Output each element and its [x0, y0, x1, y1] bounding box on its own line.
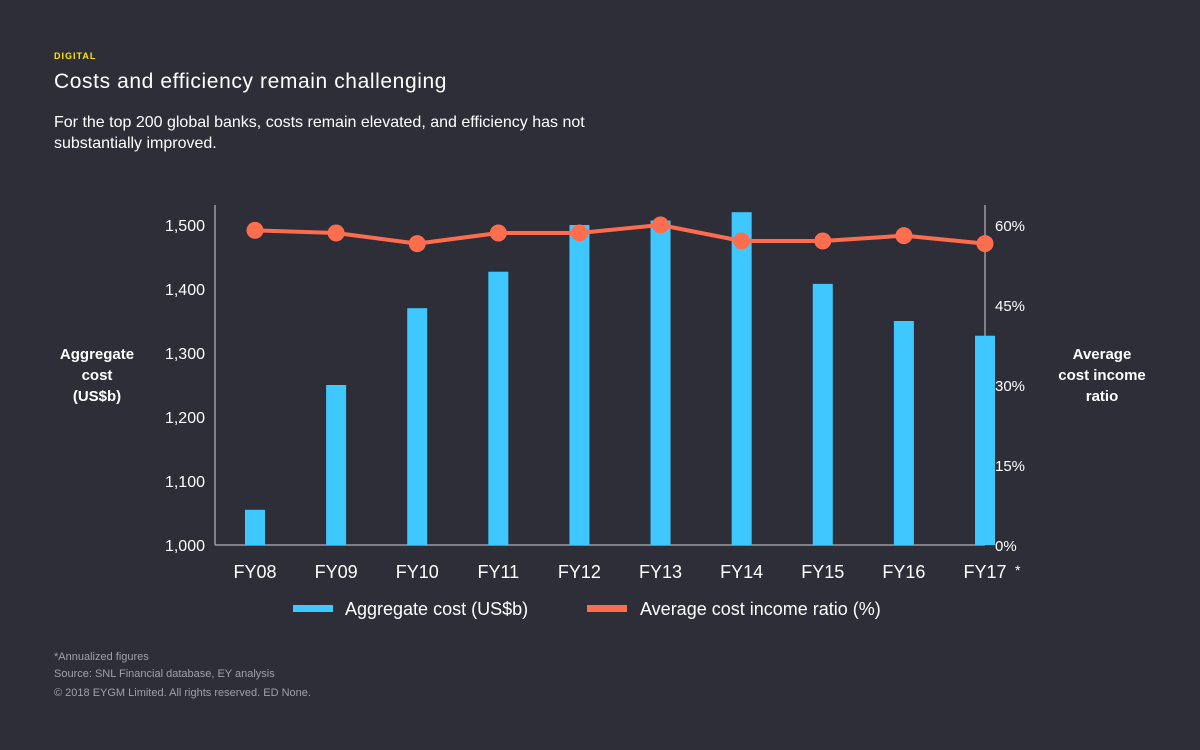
x-tick-label: FY11 — [477, 562, 519, 582]
bar-fy17 — [975, 335, 995, 545]
ratio-point-fy16 — [895, 227, 913, 245]
y-right-tick-label: 60% — [995, 218, 1025, 235]
x-tick-label: FY08 — [233, 562, 276, 582]
ratio-point-fy14 — [733, 232, 751, 250]
bar-fy12 — [569, 225, 590, 545]
x-tick-label: FY13 — [639, 562, 682, 582]
x-tick-label: FY15 — [801, 562, 844, 582]
y-right-tick-label: 15% — [995, 458, 1025, 475]
y-right-tick-label: 30% — [995, 378, 1025, 395]
y-left-tick-label: 1,000 — [165, 538, 205, 555]
ratio-point-fy12 — [570, 224, 588, 242]
y-left-tick-label: 1,200 — [165, 410, 205, 427]
legend-line-swatch — [587, 605, 627, 612]
y-right-tick-label: 0% — [995, 538, 1017, 555]
x-tick-label: FY12 — [558, 562, 601, 582]
ratio-point-fy17 — [976, 235, 994, 253]
x-tick-label: FY17 — [963, 562, 1006, 582]
ratio-point-fy09 — [327, 224, 345, 242]
bar-fy08 — [245, 509, 265, 545]
bar-fy14 — [731, 212, 752, 545]
ratio-line — [254, 223, 986, 246]
bar-fy15 — [812, 283, 833, 545]
legend-bar-swatch — [293, 605, 333, 612]
y-left-axis-title: (US$b) — [73, 388, 121, 405]
y-left-axis-title: Aggregate — [60, 346, 134, 363]
x-tick-suffix: * — [1015, 562, 1021, 578]
ratio-point-fy10 — [408, 235, 426, 253]
y-left-tick-label: 1,500 — [165, 218, 205, 235]
legend-bar-label: Aggregate cost (US$b) — [345, 599, 528, 619]
bar-fy13 — [650, 220, 671, 545]
y-left-tick-label: 1,100 — [165, 474, 205, 491]
section-eyebrow: DIGITAL — [54, 51, 97, 61]
ratio-point-fy11 — [489, 224, 507, 242]
bar-fy11 — [488, 271, 509, 545]
bar-fy10 — [407, 308, 428, 545]
page-subtitle: For the top 200 global banks, costs rema… — [54, 114, 585, 152]
x-tick-label: FY10 — [396, 562, 439, 582]
x-tick-label: FY16 — [882, 562, 925, 582]
source-note: Source: SNL Financial database, EY analy… — [54, 668, 275, 680]
page-title: Costs and efficiency remain challenging — [54, 70, 448, 93]
y-right-axis-title: cost income — [1058, 367, 1146, 384]
y-right-tick-label: 45% — [995, 298, 1025, 315]
bar-fy16 — [893, 321, 914, 545]
ratio-point-fy15 — [814, 232, 832, 250]
y-left-tick-label: 1,400 — [165, 282, 205, 299]
bar-fy09 — [326, 385, 347, 545]
copyright-note: © 2018 EYGM Limited. All rights reserved… — [54, 687, 311, 699]
ratio-point-fy13 — [652, 216, 670, 234]
y-left-axis-title: cost — [82, 367, 113, 384]
ratio-point-fy08 — [246, 221, 264, 239]
x-tick-label: FY09 — [315, 562, 358, 582]
y-right-axis-title: Average — [1073, 346, 1132, 363]
legend-line-label: Average cost income ratio (%) — [640, 599, 881, 619]
y-left-tick-label: 1,300 — [165, 346, 205, 363]
x-tick-label: FY14 — [720, 562, 763, 582]
y-right-axis-title: ratio — [1086, 388, 1119, 405]
footnote: *Annualized figures — [54, 651, 149, 663]
